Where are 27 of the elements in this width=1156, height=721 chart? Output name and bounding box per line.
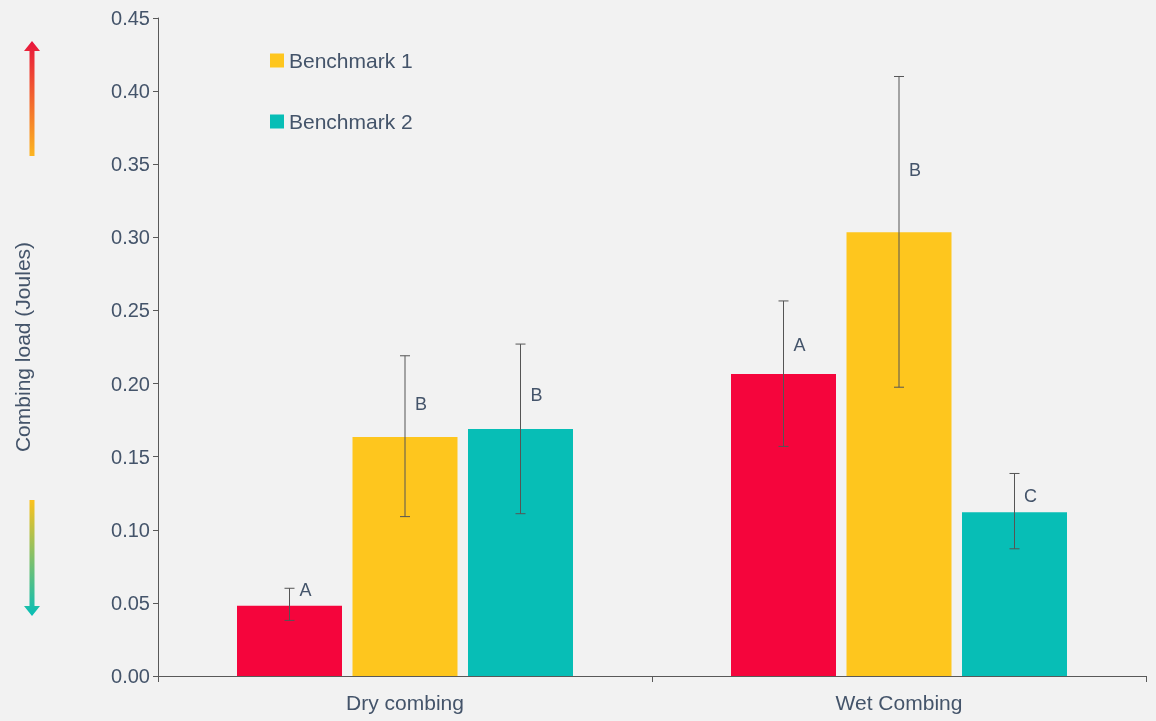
- x-tick-label: Dry combing: [346, 691, 464, 714]
- annotation: B: [414, 394, 428, 415]
- y-tick-label: 0.15: [111, 445, 150, 468]
- y-tick-label: 0.05: [111, 591, 150, 614]
- legend-label: Benchmark 1: [289, 49, 413, 72]
- y-tick-label: 0.00: [111, 665, 150, 687]
- annotation: B: [908, 159, 922, 180]
- bar: [731, 374, 836, 676]
- bar: [846, 232, 952, 676]
- y-tick-label: 0.45: [111, 7, 150, 29]
- annotation: B: [530, 384, 543, 405]
- bar: [237, 605, 342, 676]
- y-tick-label: 0.30: [111, 226, 150, 249]
- annotation: A: [299, 579, 312, 600]
- legend-label: Benchmark 2: [289, 110, 413, 133]
- y-tick-label: 0.25: [111, 299, 150, 322]
- bar: [352, 436, 458, 676]
- annotation: C: [1024, 486, 1037, 507]
- y-tick-label: 0.20: [111, 372, 150, 395]
- bar: [468, 428, 573, 676]
- y-tick-label: 0.40: [111, 80, 150, 103]
- y-tick-label: 0.10: [111, 518, 150, 541]
- bar: [962, 512, 1067, 676]
- annotation: A: [793, 334, 806, 355]
- y-axis-title: Combing load (Joules): [11, 241, 34, 453]
- y-tick-label: 0.35: [111, 153, 150, 176]
- x-tick-label: Wet Combing: [835, 691, 963, 714]
